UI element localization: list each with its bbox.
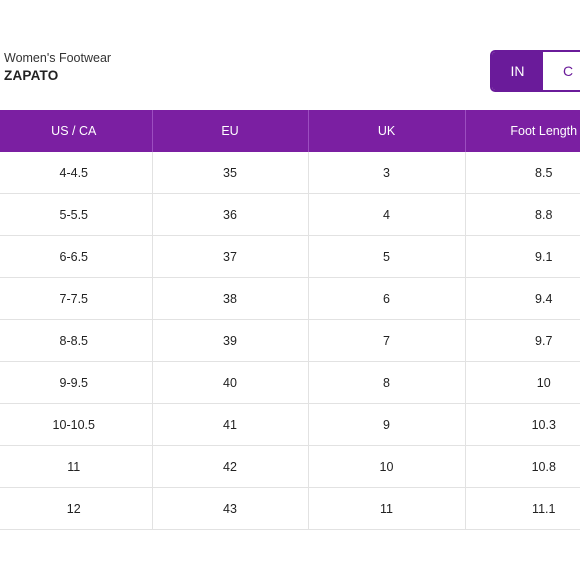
cell-uk: 10 [308, 445, 466, 488]
cell-eu: 36 [152, 193, 309, 236]
cell-uk: 3 [308, 152, 466, 194]
size-table: US / CA EU UK Foot Length 4-4.5 35 3 8.5… [0, 110, 580, 530]
cell-us-ca: 12 [0, 487, 153, 530]
column-header-eu: EU [152, 110, 309, 152]
table-header-row: US / CA EU UK Foot Length [0, 110, 580, 152]
table-row: 11 42 10 10.8 [0, 445, 580, 488]
table-row: 4-4.5 35 3 8.5 [0, 152, 580, 194]
cell-uk: 11 [308, 487, 466, 530]
cell-uk: 7 [308, 319, 466, 362]
column-header-foot-length: Foot Length [465, 110, 580, 152]
unit-toggle: IN C [490, 50, 580, 92]
cell-foot-length: 9.1 [465, 235, 580, 278]
cell-uk: 9 [308, 403, 466, 446]
cell-eu: 39 [152, 319, 309, 362]
table-row: 6-6.5 37 5 9.1 [0, 235, 580, 278]
cell-eu: 37 [152, 235, 309, 278]
table-row: 8-8.5 39 7 9.7 [0, 319, 580, 362]
cell-us-ca: 7-7.5 [0, 277, 153, 320]
cell-us-ca: 11 [0, 445, 153, 488]
cell-us-ca: 6-6.5 [0, 235, 153, 278]
cell-us-ca: 8-8.5 [0, 319, 153, 362]
cell-us-ca: 9-9.5 [0, 361, 153, 404]
unit-option-cm[interactable]: C [542, 52, 580, 90]
table-row: 5-5.5 36 4 8.8 [0, 193, 580, 236]
table-row: 9-9.5 40 8 10 [0, 361, 580, 404]
brand-name: ZAPATO [4, 68, 59, 83]
cell-foot-length: 8.5 [465, 152, 580, 194]
cell-foot-length: 10 [465, 361, 580, 404]
column-header-us-ca: US / CA [0, 110, 153, 152]
table-row: 12 43 11 11.1 [0, 487, 580, 530]
cell-us-ca: 5-5.5 [0, 193, 153, 236]
cell-foot-length: 10.8 [465, 445, 580, 488]
cell-eu: 42 [152, 445, 309, 488]
cell-eu: 40 [152, 361, 309, 404]
cell-foot-length: 10.3 [465, 403, 580, 446]
column-header-uk: UK [308, 110, 466, 152]
cell-foot-length: 9.7 [465, 319, 580, 362]
cell-foot-length: 8.8 [465, 193, 580, 236]
category-subtitle: Women's Footwear [4, 51, 112, 65]
cell-uk: 8 [308, 361, 466, 404]
table-row: 7-7.5 38 6 9.4 [0, 277, 580, 320]
table-row: 10-10.5 41 9 10.3 [0, 403, 580, 446]
cell-uk: 5 [308, 235, 466, 278]
header: Women's Footwear ZAPATO [4, 50, 111, 86]
cell-eu: 43 [152, 487, 309, 530]
cell-eu: 38 [152, 277, 309, 320]
cell-foot-length: 11.1 [465, 487, 580, 530]
unit-option-in[interactable]: IN [492, 52, 543, 90]
cell-eu: 35 [152, 152, 309, 194]
cell-us-ca: 10-10.5 [0, 403, 153, 446]
cell-uk: 4 [308, 193, 466, 236]
cell-foot-length: 9.4 [465, 277, 580, 320]
cell-uk: 6 [308, 277, 466, 320]
cell-us-ca: 4-4.5 [0, 152, 153, 194]
cell-eu: 41 [152, 403, 309, 446]
